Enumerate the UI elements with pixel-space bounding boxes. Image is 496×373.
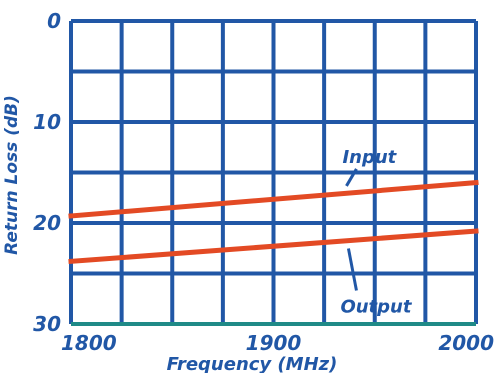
- input-annotation-label: Input: [342, 147, 397, 168]
- x-tick-label: 2000: [438, 331, 494, 355]
- grid-lines: [69, 19, 478, 326]
- x-axis-label: Frequency (MHz): [167, 354, 338, 373]
- input-series-line: [68, 179, 479, 219]
- y-tick-label: 10: [33, 110, 61, 134]
- output-annotation-leader: [346, 248, 358, 291]
- annotations: Input Output: [340, 147, 412, 318]
- input-annotation-leader: [345, 168, 358, 187]
- output-annotation-label: Output: [340, 296, 412, 317]
- y-tick-label: 20: [33, 211, 61, 235]
- x-tick-label: 1800: [61, 331, 117, 355]
- y-tick-label: 0: [47, 9, 61, 33]
- output-series-line: [68, 228, 479, 265]
- y-axis-label: Return Loss (dB): [2, 95, 22, 255]
- x-tick-label: 1900: [246, 331, 302, 355]
- data-series: [68, 179, 479, 265]
- y-tick-label: 30: [33, 312, 61, 336]
